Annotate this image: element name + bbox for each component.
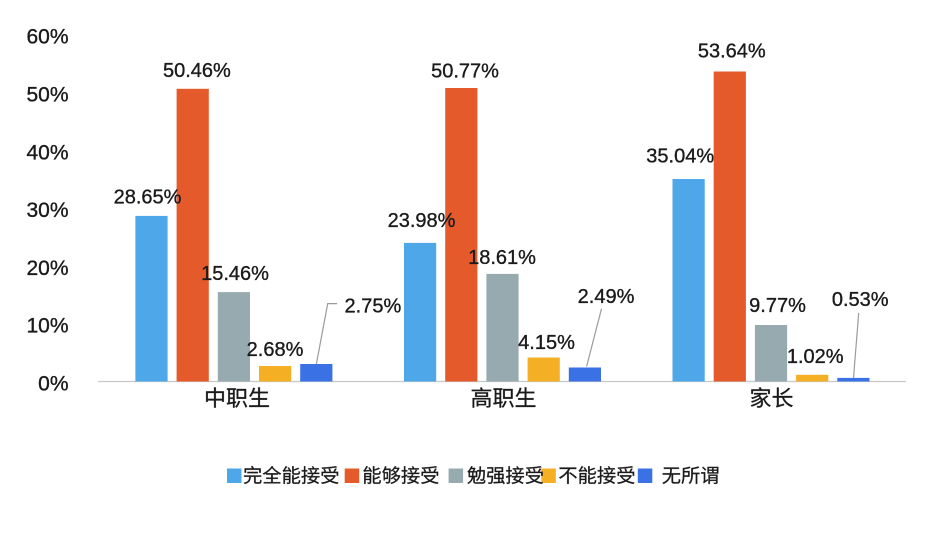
svg-text:40%: 40% — [26, 141, 68, 164]
svg-text:30%: 30% — [26, 199, 68, 222]
svg-text:20%: 20% — [26, 257, 68, 280]
svg-text:4.15%: 4.15% — [518, 332, 575, 354]
svg-text:28.65%: 28.65% — [114, 186, 182, 208]
svg-text:2.68%: 2.68% — [247, 339, 304, 361]
svg-text:60%: 60% — [26, 26, 68, 49]
svg-text:1.02%: 1.02% — [787, 346, 844, 368]
svg-text:50.77%: 50.77% — [431, 60, 499, 82]
svg-text:53.64%: 53.64% — [698, 41, 766, 63]
svg-text:35.04%: 35.04% — [646, 145, 714, 167]
svg-text:50.46%: 50.46% — [163, 60, 231, 82]
svg-text:50%: 50% — [26, 84, 68, 107]
svg-text:18.61%: 18.61% — [468, 247, 536, 269]
svg-text:10%: 10% — [26, 315, 68, 338]
svg-text:9.77%: 9.77% — [749, 295, 806, 317]
svg-text:23.98%: 23.98% — [388, 210, 456, 232]
svg-text:15.46%: 15.46% — [201, 263, 269, 285]
svg-text:0.53%: 0.53% — [832, 289, 889, 311]
svg-text:2.49%: 2.49% — [578, 286, 635, 308]
svg-text:0%: 0% — [38, 373, 68, 396]
svg-text:2.75%: 2.75% — [345, 296, 402, 318]
